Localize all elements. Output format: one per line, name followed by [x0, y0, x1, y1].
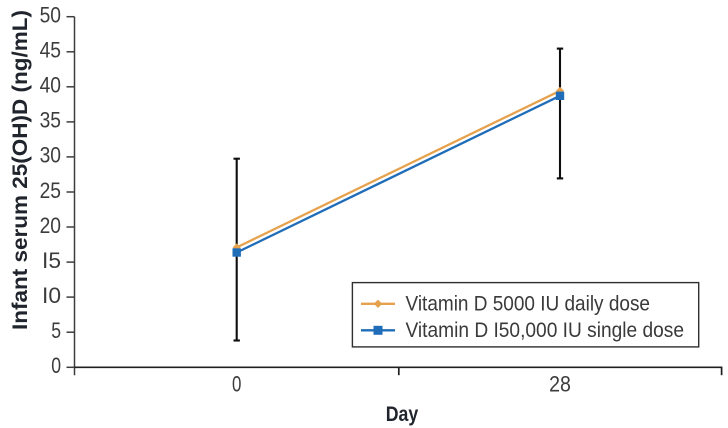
svg-text:28: 28: [549, 371, 571, 396]
svg-text:20: 20: [40, 213, 61, 238]
svg-text:50: 50: [40, 3, 61, 28]
svg-text:35: 35: [40, 108, 61, 133]
svg-text:Vitamin D I50,000 IU single do: Vitamin D I50,000 IU single dose: [406, 319, 685, 342]
svg-text:Day: Day: [386, 403, 419, 426]
svg-text:40: 40: [40, 73, 61, 98]
svg-text:25: 25: [40, 178, 61, 203]
svg-text:I0: I0: [42, 283, 61, 308]
svg-text:I5: I5: [42, 248, 61, 273]
svg-text:Vitamin D 5000 IU daily dose: Vitamin D 5000 IU daily dose: [406, 292, 651, 315]
svg-text:45: 45: [40, 38, 61, 63]
svg-text:Infant serum 25(OH)D (ng/mL): Infant serum 25(OH)D (ng/mL): [9, 10, 32, 330]
svg-text:0: 0: [232, 371, 241, 396]
svg-text:30: 30: [40, 143, 61, 168]
svg-text:5: 5: [51, 318, 61, 343]
svg-text:0: 0: [51, 353, 61, 378]
